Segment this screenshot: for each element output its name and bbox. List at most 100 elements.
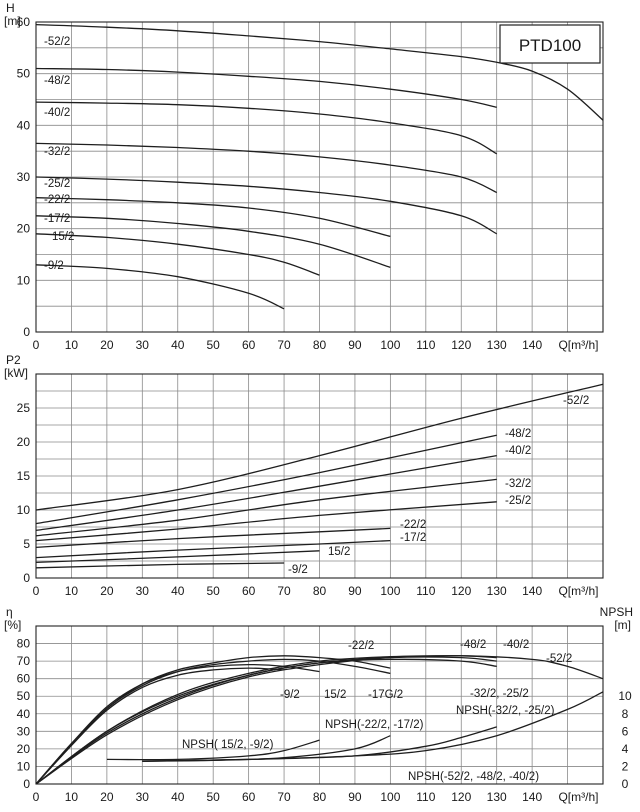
x-tick-label: 60 [242,338,256,352]
x-tick-label: 110 [416,790,435,804]
y-tick-label: 30 [17,170,31,184]
curve-9-2 [35,264,285,310]
x-tick-label: 50 [207,338,221,352]
curve-22-2 [35,527,391,549]
series-label: -22/2 [400,519,426,531]
y-tick-label: 30 [17,724,31,738]
plot-frame [35,373,604,579]
x-tick-label: 30 [136,584,150,598]
x-axis-label: Q[m³/h] [558,338,598,352]
x-tick-label: 50 [207,584,221,598]
y-axis-unit: [kW] [4,366,28,380]
x-tick-label: 130 [487,790,507,804]
curve-22-2 [35,655,391,785]
y-tick-label: 0 [23,571,30,585]
series-label: -48/2 [505,428,531,440]
series-label: -52/2 [563,395,589,407]
curve-22-2 [35,197,391,238]
y2-tick-label: 10 [618,689,632,703]
curve-17-2 [35,215,391,269]
curve-48-2 [35,434,497,525]
curve-15-2 [35,233,320,276]
x-tick-label: 70 [277,790,291,804]
x-tick-label: 70 [277,338,291,352]
curve-52-2 [35,655,604,785]
series-label: -32/2, -25/2 [470,688,529,700]
series-label: -9/2 [280,689,300,701]
series-label: -40/2 [44,107,70,119]
x-tick-label: 40 [171,584,185,598]
y-tick-label: 50 [17,689,31,703]
y-tick-label: 10 [17,273,31,287]
y-tick-label: 70 [17,654,31,668]
y-tick-label: 20 [17,222,31,236]
series-label: -17/2 [44,213,70,225]
y-tick-label: 5 [23,537,30,551]
curve-9-2 [35,562,285,569]
y2-axis-unit: [m] [614,618,631,632]
curve-48-2 [35,656,497,785]
y-tick-label: 40 [17,118,31,132]
series-label: 15/2 [328,546,350,558]
y2-axis-label: NPSH [600,605,633,619]
x-axis-label: Q[m³/h] [558,790,598,804]
x-tick-label: 80 [313,584,327,598]
series-label: -22/2 [44,194,70,206]
x-tick-label: 40 [171,338,185,352]
y-axis-label: η [6,605,13,619]
x-tick-label: 30 [136,338,150,352]
y-axis-label: H [6,1,15,15]
model-box-label: PTD100 [519,36,581,55]
y-tick-label: 50 [17,67,31,81]
series-label: NPSH( 15/2, -9/2) [182,739,274,751]
curve-15-2 [35,550,320,564]
series-label: NPSH(-52/2, -48/2, -40/2) [408,771,539,783]
model-box [499,24,601,64]
x-tick-label: 80 [313,790,327,804]
curve-32-2 [35,478,497,537]
y-tick-label: 60 [17,15,31,29]
plot-frame [35,625,604,785]
x-tick-label: 30 [136,790,150,804]
curve-48-2 [35,67,497,108]
y-tick-label: 10 [17,759,31,773]
x-tick-label: 90 [348,790,362,804]
x-tick-label: 140 [522,338,542,352]
series-label: -52/2 [546,653,572,665]
series-label: NPSH(-32/2, -25/2) [456,705,555,717]
series-label: -25/2 [505,495,531,507]
x-tick-label: 50 [207,790,221,804]
curve-25-2 [35,501,497,542]
curve-52-2 [35,23,604,121]
x-tick-label: 60 [242,790,256,804]
x-tick-label: 130 [487,338,507,352]
series-label: -40/2 [505,445,531,457]
x-tick-label: 0 [33,790,40,804]
x-tick-label: 90 [348,584,362,598]
series-label: -52/2 [44,36,70,48]
x-tick-label: 0 [33,338,40,352]
x-tick-label: 20 [100,790,114,804]
y2-tick-label: 2 [622,759,629,773]
series-label: -9/2 [288,564,308,576]
series-label: NPSH(-22/2, -17/2) [325,719,424,731]
y-tick-label: 15 [17,469,31,483]
curve-25-2 [35,176,498,235]
x-tick-label: 0 [33,584,40,598]
x-tick-label: 100 [380,584,400,598]
y-tick-label: 0 [23,325,30,339]
series-label: -17G/2 [368,689,403,701]
series-label: -25/2 [44,178,70,190]
x-tick-label: 20 [100,584,114,598]
series-label: -17/2 [400,532,426,544]
series-label: -40/2 [503,639,529,651]
series-label: -48/2 [460,639,486,651]
x-tick-label: 10 [65,790,79,804]
curve-npsh-15-2-9-2 [106,739,320,761]
x-tick-label: 110 [416,584,435,598]
series-label: -48/2 [44,75,70,87]
x-tick-label: 130 [487,584,507,598]
series-label: 15/2 [324,689,346,701]
x-tick-label: 120 [451,338,471,352]
